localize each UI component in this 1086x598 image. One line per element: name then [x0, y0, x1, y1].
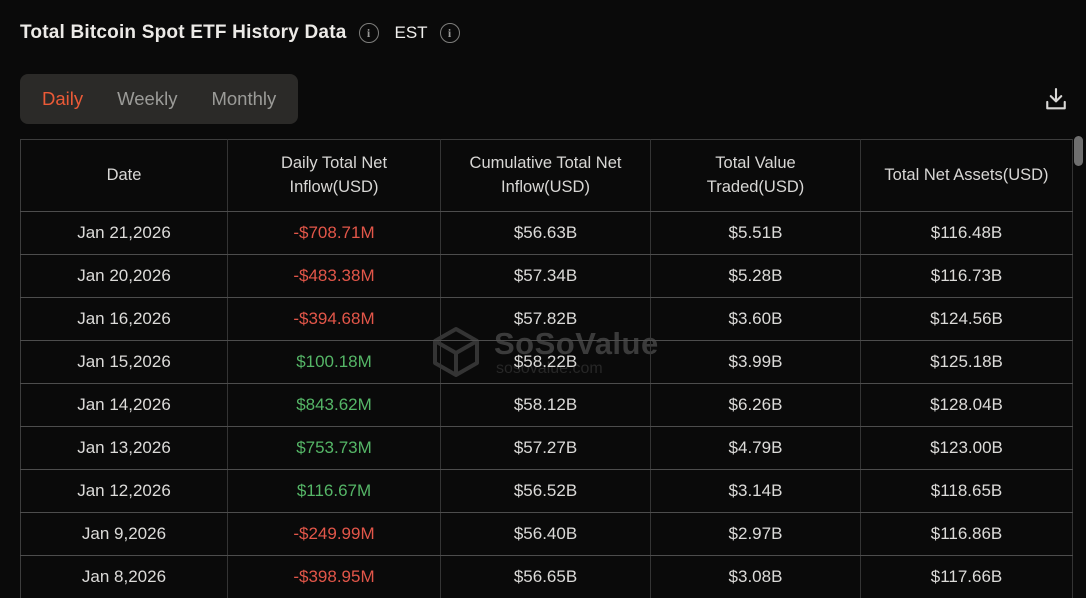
cumulative-net-inflow-cell: $57.82B	[440, 297, 651, 341]
table-row: Jan 16,2026 -$394.68M $57.82B $3.60B $124.56…	[20, 297, 1073, 341]
date-cell: Jan 21,2026	[20, 211, 228, 255]
net-assets-cell: $116.86B	[860, 512, 1073, 556]
net-assets-cell: $128.04B	[860, 383, 1073, 427]
table-header: Date Daily Total Net Inflow(USD) Cumulat…	[20, 139, 1073, 212]
cumulative-net-inflow-cell: $58.12B	[440, 383, 651, 427]
table-row: Jan 14,2026 $843.62M $58.12B $6.26B $128.04B	[20, 383, 1073, 427]
net-assets-cell: $117.66B	[860, 555, 1073, 598]
date-cell: Jan 16,2026	[20, 297, 228, 341]
net-assets-cell: $116.73B	[860, 254, 1073, 298]
table-row: Jan 21,2026 -$708.71M $56.63B $5.51B $116.48…	[20, 211, 1073, 255]
date-cell: Jan 9,2026	[20, 512, 228, 556]
cumulative-net-inflow-cell: $57.27B	[440, 426, 651, 470]
date-cell: Jan 13,2026	[20, 426, 228, 470]
daily-net-inflow-cell: $843.62M	[227, 383, 441, 427]
column-header-daily-net-inflow: Daily Total Net Inflow(USD)	[227, 139, 441, 212]
cumulative-net-inflow-cell: $56.40B	[440, 512, 651, 556]
date-cell: Jan 20,2026	[20, 254, 228, 298]
timezone-info-icon[interactable]: i	[439, 23, 460, 43]
daily-net-inflow-cell: $753.73M	[227, 426, 441, 470]
toolbar: Daily Weekly Monthly	[20, 74, 1072, 124]
column-header-date: Date	[20, 139, 228, 212]
value-traded-cell: $3.99B	[650, 340, 861, 384]
download-icon	[1046, 88, 1066, 110]
daily-net-inflow-cell: -$483.38M	[227, 254, 441, 298]
cumulative-net-inflow-cell: $56.63B	[440, 211, 651, 255]
value-traded-cell: $3.60B	[650, 297, 861, 341]
table-row: Jan 12,2026 $116.67M $56.52B $3.14B $118.65B	[20, 469, 1073, 513]
value-traded-cell: $5.28B	[650, 254, 861, 298]
daily-net-inflow-cell: -$708.71M	[227, 211, 441, 255]
table-row: Jan 20,2026 -$483.38M $57.34B $5.28B $116.73…	[20, 254, 1073, 298]
column-header-net-assets: Total Net Assets(USD)	[860, 139, 1073, 212]
table-row: Jan 15,2026 $100.18M $58.22B $3.99B $125.18B	[20, 340, 1073, 384]
daily-net-inflow-cell: $116.67M	[227, 469, 441, 513]
daily-net-inflow-cell: -$249.99M	[227, 512, 441, 556]
value-traded-cell: $3.14B	[650, 469, 861, 513]
period-tab-group: Daily Weekly Monthly	[20, 74, 299, 124]
tab-daily[interactable]: Daily	[42, 88, 84, 109]
daily-net-inflow-cell: $100.18M	[227, 340, 441, 384]
timezone-label: EST	[394, 23, 428, 42]
scrollbar-thumb[interactable]	[1074, 136, 1083, 166]
daily-net-inflow-cell: -$398.95M	[227, 555, 441, 598]
value-traded-cell: $5.51B	[650, 211, 861, 255]
table-row: Jan 9,2026 -$249.99M $56.40B $2.97B $116.86B	[20, 512, 1073, 556]
net-assets-cell: $125.18B	[860, 340, 1073, 384]
daily-net-inflow-cell: -$394.68M	[227, 297, 441, 341]
download-button[interactable]	[1040, 83, 1072, 115]
column-header-cumulative-net-inflow: Cumulative Total Net Inflow(USD)	[440, 139, 651, 212]
value-traded-cell: $4.79B	[650, 426, 861, 470]
column-header-value-traded: Total Value Traded(USD)	[650, 139, 861, 212]
table-body: Jan 21,2026 -$708.71M $56.63B $5.51B $116.48…	[20, 211, 1073, 598]
tab-weekly[interactable]: Weekly	[117, 88, 178, 109]
date-cell: Jan 12,2026	[20, 469, 228, 513]
value-traded-cell: $3.08B	[650, 555, 861, 598]
cumulative-net-inflow-cell: $57.34B	[440, 254, 651, 298]
net-assets-cell: $123.00B	[860, 426, 1073, 470]
value-traded-cell: $2.97B	[650, 512, 861, 556]
value-traded-cell: $6.26B	[650, 383, 861, 427]
header: Total Bitcoin Spot ETF History Data i ES…	[0, 0, 1086, 44]
page-title: Total Bitcoin Spot ETF History Data	[20, 22, 347, 43]
net-assets-cell: $118.65B	[860, 469, 1073, 513]
etf-history-table-wrap: Date Daily Total Net Inflow(USD) Cumulat…	[20, 139, 1073, 598]
cumulative-net-inflow-cell: $58.22B	[440, 340, 651, 384]
title-info-icon[interactable]: i	[358, 23, 379, 43]
table-row: Jan 13,2026 $753.73M $57.27B $4.79B $123.00B	[20, 426, 1073, 470]
etf-history-table: Date Daily Total Net Inflow(USD) Cumulat…	[20, 139, 1073, 598]
table-row: Jan 8,2026 -$398.95M $56.65B $3.08B $117.66B	[20, 555, 1073, 598]
net-assets-cell: $124.56B	[860, 297, 1073, 341]
cumulative-net-inflow-cell: $56.52B	[440, 469, 651, 513]
cumulative-net-inflow-cell: $56.65B	[440, 555, 651, 598]
tab-monthly[interactable]: Monthly	[211, 88, 277, 109]
date-cell: Jan 14,2026	[20, 383, 228, 427]
net-assets-cell: $116.48B	[860, 211, 1073, 255]
date-cell: Jan 15,2026	[20, 340, 228, 384]
date-cell: Jan 8,2026	[20, 555, 228, 598]
